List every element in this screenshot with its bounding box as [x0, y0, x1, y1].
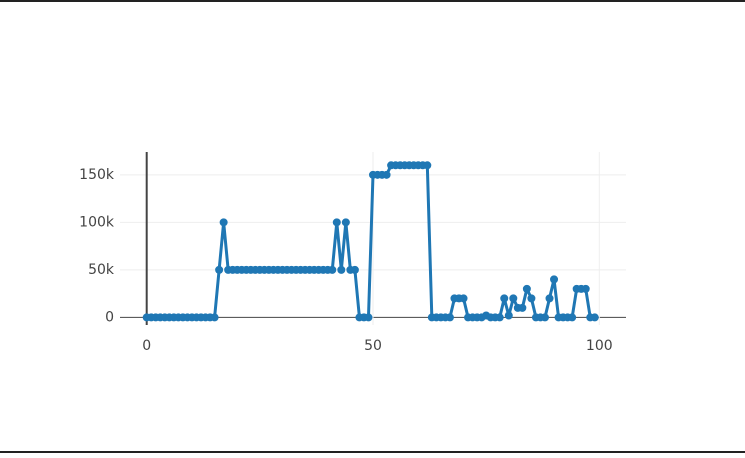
marker	[590, 313, 599, 322]
x-tick-label: 0	[142, 338, 151, 354]
marker	[350, 265, 359, 274]
marker	[527, 294, 536, 303]
marker	[581, 284, 590, 293]
marker	[500, 294, 509, 303]
marker	[328, 265, 337, 274]
marker	[341, 218, 350, 227]
y-tick-label: 150k	[79, 167, 115, 183]
marker	[459, 294, 468, 303]
marker	[423, 161, 432, 170]
marker	[332, 218, 341, 227]
x-tick-label: 100	[586, 338, 613, 354]
line	[146, 163, 595, 319]
marker	[568, 313, 577, 322]
marker	[540, 313, 549, 322]
marker	[550, 275, 559, 284]
marker	[504, 311, 513, 320]
y-tick-label: 50k	[88, 262, 115, 278]
marker	[219, 218, 228, 227]
marker	[522, 284, 531, 293]
marker	[445, 313, 454, 322]
marker	[210, 313, 219, 322]
x-tick-label: 50	[364, 338, 382, 354]
marker	[337, 265, 346, 274]
marker	[509, 294, 518, 303]
marker	[215, 265, 224, 274]
y-tick-label: 0	[105, 309, 114, 325]
marker	[545, 294, 554, 303]
marker	[382, 170, 391, 179]
marker	[495, 313, 504, 322]
marker	[518, 303, 527, 312]
marker	[364, 313, 373, 322]
y-tick-label: 100k	[79, 214, 115, 230]
